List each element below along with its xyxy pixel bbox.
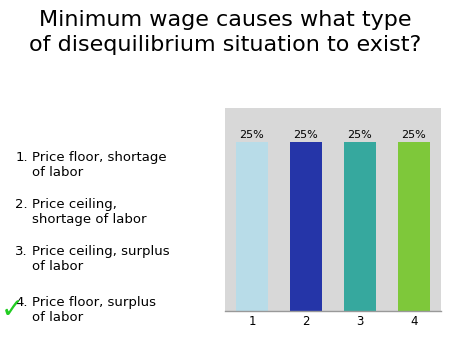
Text: Price ceiling,
shortage of labor: Price ceiling, shortage of labor [32,198,147,226]
Text: Price ceiling, surplus
of labor: Price ceiling, surplus of labor [32,245,170,273]
Bar [344,142,376,311]
Text: 1.: 1. [15,151,28,164]
Bar [236,142,268,311]
Text: Price floor, shortage
of labor: Price floor, shortage of labor [32,151,167,179]
Text: 2.: 2. [15,198,28,211]
Bar [398,142,430,311]
Text: Price floor, surplus
of labor: Price floor, surplus of labor [32,296,156,324]
Text: 25%: 25% [347,130,373,140]
Text: ✓: ✓ [0,296,24,324]
Text: 25%: 25% [401,130,427,140]
Text: 4.: 4. [16,296,28,309]
Text: 25%: 25% [293,130,319,140]
Text: 3.: 3. [15,245,28,258]
Text: Minimum wage causes what type
of disequilibrium situation to exist?: Minimum wage causes what type of disequi… [29,10,421,55]
Bar [290,142,322,311]
Text: 25%: 25% [239,130,265,140]
